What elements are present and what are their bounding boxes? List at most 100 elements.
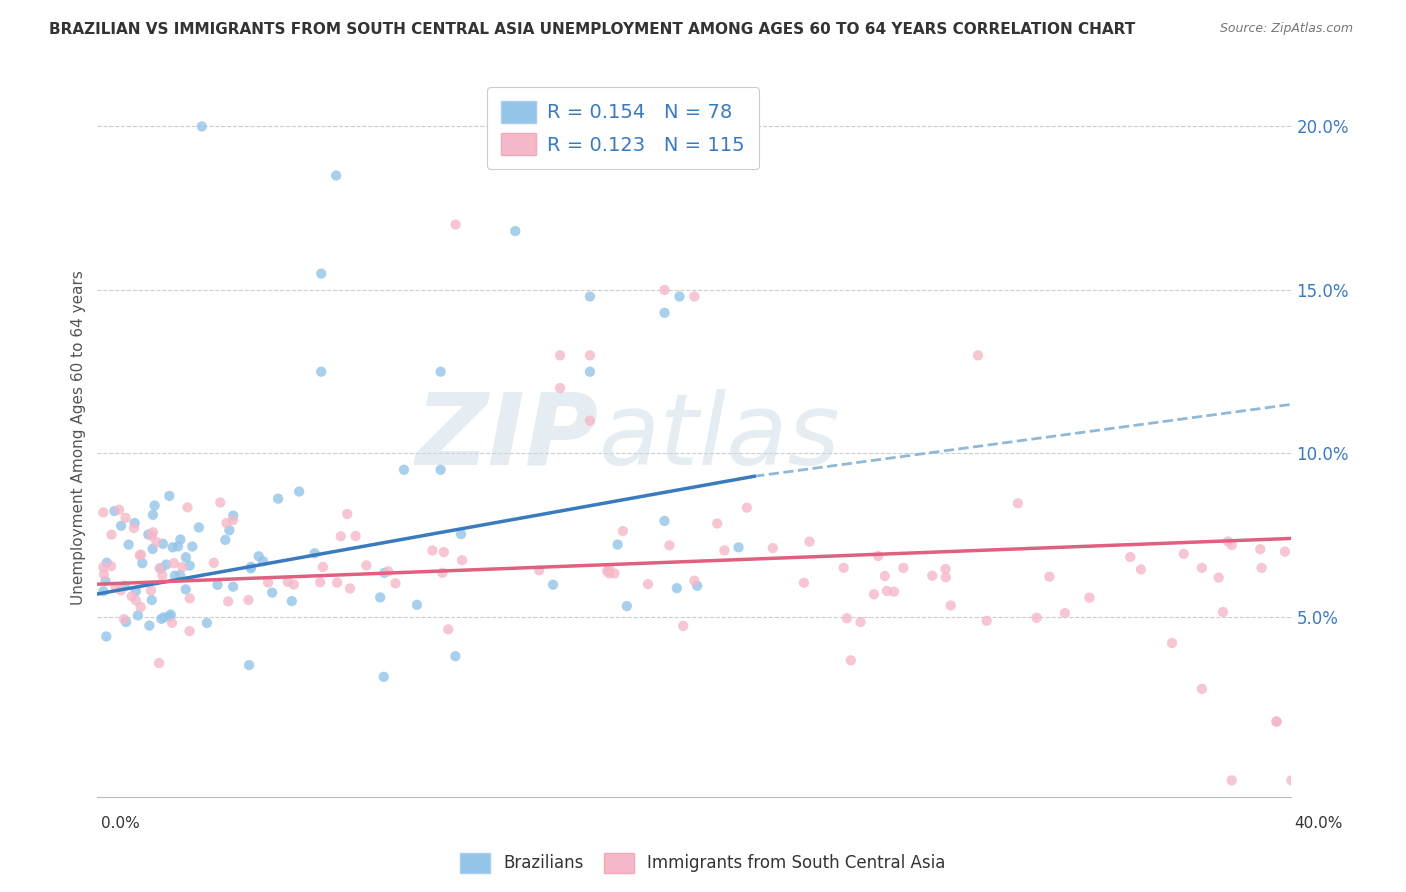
Text: ZIP: ZIP [416, 389, 599, 485]
Point [150, 612, 173, 626]
Point [312, 560, 335, 574]
Point [1250, 561, 1272, 575]
Point [93, 567, 115, 582]
Point [579, 414, 602, 428]
Point [309, 365, 332, 379]
Point [125, 593, 148, 607]
Point [706, 516, 728, 531]
Point [433, 545, 456, 559]
Point [384, 576, 406, 591]
Point [1281, 773, 1303, 788]
Point [835, 611, 858, 625]
Point [122, 521, 145, 535]
Point [1078, 591, 1101, 605]
Point [1191, 561, 1213, 575]
Point [541, 577, 564, 591]
Point [238, 593, 260, 607]
Point [128, 548, 150, 562]
Point [450, 527, 472, 541]
Point [762, 541, 785, 555]
Point [1265, 714, 1288, 729]
Text: 40.0%: 40.0% [1295, 816, 1343, 831]
Point [215, 516, 238, 530]
Point [432, 566, 454, 580]
Point [1220, 538, 1243, 552]
Point [672, 619, 695, 633]
Point [1208, 571, 1230, 585]
Point [356, 558, 378, 573]
Point [1220, 773, 1243, 788]
Point [124, 516, 146, 530]
Point [799, 534, 821, 549]
Point [668, 289, 690, 303]
Point [145, 535, 167, 549]
Point [214, 533, 236, 547]
Point [96, 556, 118, 570]
Point [606, 537, 628, 551]
Point [683, 574, 706, 588]
Point [637, 577, 659, 591]
Point [103, 504, 125, 518]
Point [141, 593, 163, 607]
Point [281, 594, 304, 608]
Point [179, 591, 201, 606]
Point [344, 529, 367, 543]
Point [148, 656, 170, 670]
Point [1274, 544, 1296, 558]
Point [142, 508, 165, 522]
Point [129, 600, 152, 615]
Point [100, 559, 122, 574]
Point [129, 548, 152, 562]
Point [143, 499, 166, 513]
Point [873, 569, 896, 583]
Point [934, 562, 956, 576]
Point [793, 575, 815, 590]
Point [267, 491, 290, 506]
Point [257, 575, 280, 590]
Point [117, 538, 139, 552]
Point [392, 463, 415, 477]
Point [209, 495, 232, 509]
Point [181, 540, 204, 554]
Point [921, 568, 943, 582]
Point [579, 365, 602, 379]
Point [179, 624, 201, 639]
Point [110, 583, 132, 598]
Point [325, 169, 347, 183]
Point [163, 556, 186, 570]
Point [883, 584, 905, 599]
Point [94, 574, 117, 589]
Point [91, 560, 114, 574]
Point [239, 561, 262, 575]
Point [115, 615, 138, 629]
Point [1038, 570, 1060, 584]
Point [429, 463, 451, 477]
Point [373, 670, 395, 684]
Point [104, 580, 127, 594]
Point [207, 578, 229, 592]
Point [191, 120, 214, 134]
Point [252, 554, 274, 568]
Point [422, 543, 444, 558]
Point [169, 533, 191, 547]
Point [437, 623, 460, 637]
Point [336, 507, 359, 521]
Point [616, 599, 638, 614]
Point [1191, 681, 1213, 696]
Point [598, 562, 620, 576]
Point [247, 549, 270, 564]
Point [1053, 606, 1076, 620]
Point [138, 618, 160, 632]
Point [304, 546, 326, 560]
Point [548, 348, 571, 362]
Point [683, 289, 706, 303]
Point [665, 581, 688, 595]
Point [136, 527, 159, 541]
Point [195, 615, 218, 630]
Point [162, 541, 184, 555]
Point [1129, 562, 1152, 576]
Point [222, 580, 245, 594]
Point [152, 537, 174, 551]
Point [503, 224, 526, 238]
Point [309, 267, 332, 281]
